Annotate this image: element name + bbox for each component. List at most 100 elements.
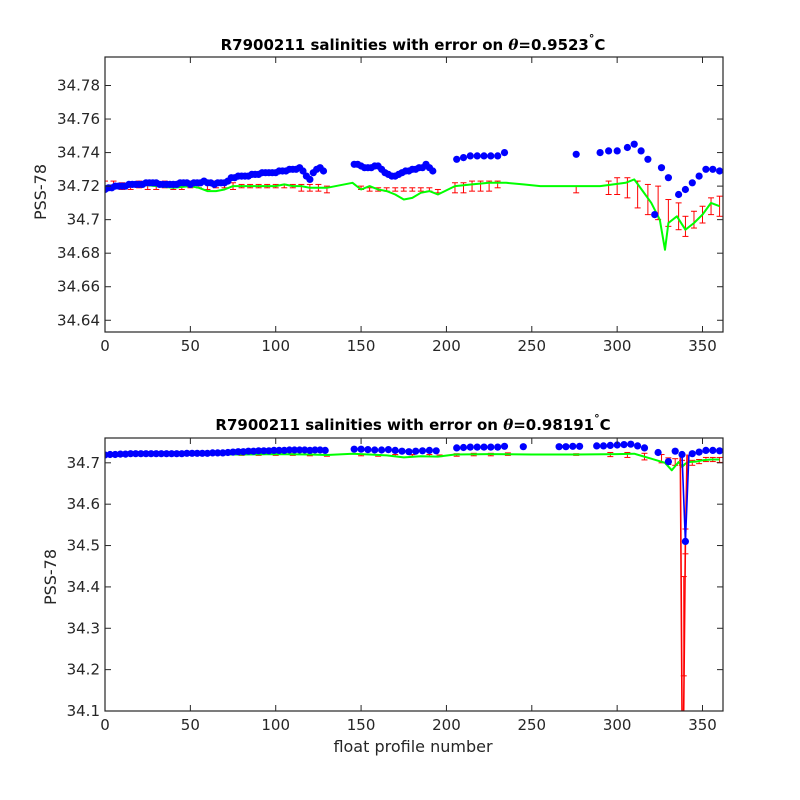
salinity-point (576, 442, 584, 450)
bottom-plot-area (105, 440, 723, 711)
salinity-point (255, 447, 263, 455)
salinity-point (709, 446, 717, 454)
salinity-point (702, 165, 710, 173)
axes-frame (104, 56, 724, 333)
salinity-point (473, 152, 481, 160)
salinity-point (152, 450, 160, 458)
salinity-point (688, 179, 696, 187)
bottom-chart-title: R7900211 salinities with error on θ=0.98… (215, 412, 610, 434)
salinity-point (459, 443, 468, 452)
salinity-point (480, 443, 488, 451)
error-bar (682, 215, 689, 237)
x-tick-label: 0 (100, 716, 110, 734)
salinity-point (371, 446, 379, 454)
x-tick-label: 250 (517, 337, 546, 355)
salinity-point (193, 449, 201, 457)
error-bar (708, 197, 715, 216)
salinity-point (301, 446, 309, 454)
y-tick-label: 34.68 (57, 244, 100, 262)
mapped-salinity-line (105, 178, 720, 251)
salinity-point (623, 143, 632, 152)
error-bar (690, 210, 697, 229)
salinity-point (675, 190, 683, 199)
salinity-point (311, 446, 319, 454)
salinity-point (418, 447, 427, 455)
salinity-point (678, 450, 686, 459)
salinity-point (147, 450, 155, 458)
salinity-point (453, 444, 461, 452)
salinity-point (596, 149, 604, 157)
salinity-point (487, 152, 495, 160)
salinity-point (671, 447, 679, 455)
error-bar (614, 177, 621, 195)
salinity-point (429, 167, 437, 175)
error-bar (675, 202, 682, 231)
salinity-point (640, 444, 649, 452)
salinity-point (378, 446, 386, 454)
y-tick-label: 34.4 (67, 578, 100, 596)
salinity-point (157, 450, 165, 458)
error-bar (417, 187, 424, 192)
salinity-point (630, 140, 638, 148)
salinity-point (162, 450, 171, 458)
y-tick-label: 34.7 (67, 211, 100, 229)
salinity-point (695, 172, 703, 180)
salinity-point (654, 448, 662, 457)
y-tick-label: 34.66 (57, 278, 100, 296)
salinity-point (681, 185, 690, 194)
top-axes (104, 56, 724, 333)
salinity-point (137, 450, 145, 458)
salinity-point (260, 447, 268, 455)
y-tick-label: 34.3 (67, 619, 100, 637)
salinity-point (214, 449, 222, 457)
salinity-point (500, 149, 509, 157)
salinity-point (275, 446, 283, 454)
salinity-point (695, 448, 703, 456)
error-bar (716, 195, 723, 217)
salinity-point (562, 443, 570, 451)
salinity-point (613, 441, 621, 449)
salinity-point (384, 446, 392, 454)
salinity-point (398, 447, 406, 455)
salinity-point (593, 442, 601, 450)
y-tick-label: 34.7 (67, 454, 100, 472)
x-tick-label: 0 (100, 337, 110, 355)
salinity-point (290, 446, 299, 454)
axes-frame (104, 437, 724, 712)
salinity-point (116, 450, 124, 458)
salinity-point (487, 443, 495, 451)
salinity-point (412, 447, 420, 455)
salinity-point (142, 450, 150, 458)
salinity-point (637, 147, 645, 155)
salinity-point (321, 446, 329, 454)
salinity-point (716, 447, 723, 455)
salinity-point (306, 175, 314, 183)
salinity-point (605, 147, 613, 155)
salinity-point (651, 211, 659, 219)
salinity-point (664, 458, 673, 466)
salinity-point (198, 449, 206, 457)
salinity-point (350, 445, 358, 453)
error-bar (605, 180, 612, 195)
y-tick-label: 34.6 (67, 495, 100, 513)
salinity-point (188, 449, 196, 457)
salinity-point (111, 450, 119, 459)
salinity-point (664, 174, 673, 182)
salinity-point (500, 442, 509, 450)
top-chart-title: R7900211 salinities with error on θ=0.95… (221, 32, 606, 54)
bottom-y-axis-label: PSS-78 (41, 549, 60, 605)
x-tick-label: 50 (181, 716, 200, 734)
salinity-point (132, 450, 140, 458)
salinity-point (209, 449, 217, 457)
salinity-point (494, 152, 502, 160)
salinity-point (203, 449, 211, 457)
salinity-point (657, 164, 666, 172)
salinity-point (606, 441, 614, 449)
salinity-point (466, 152, 474, 160)
x-tick-label: 300 (603, 716, 632, 734)
x-tick-label: 350 (688, 337, 717, 355)
x-tick-label: 100 (261, 337, 290, 355)
y-tick-label: 34.74 (57, 144, 100, 162)
x-tick-label: 100 (261, 716, 290, 734)
